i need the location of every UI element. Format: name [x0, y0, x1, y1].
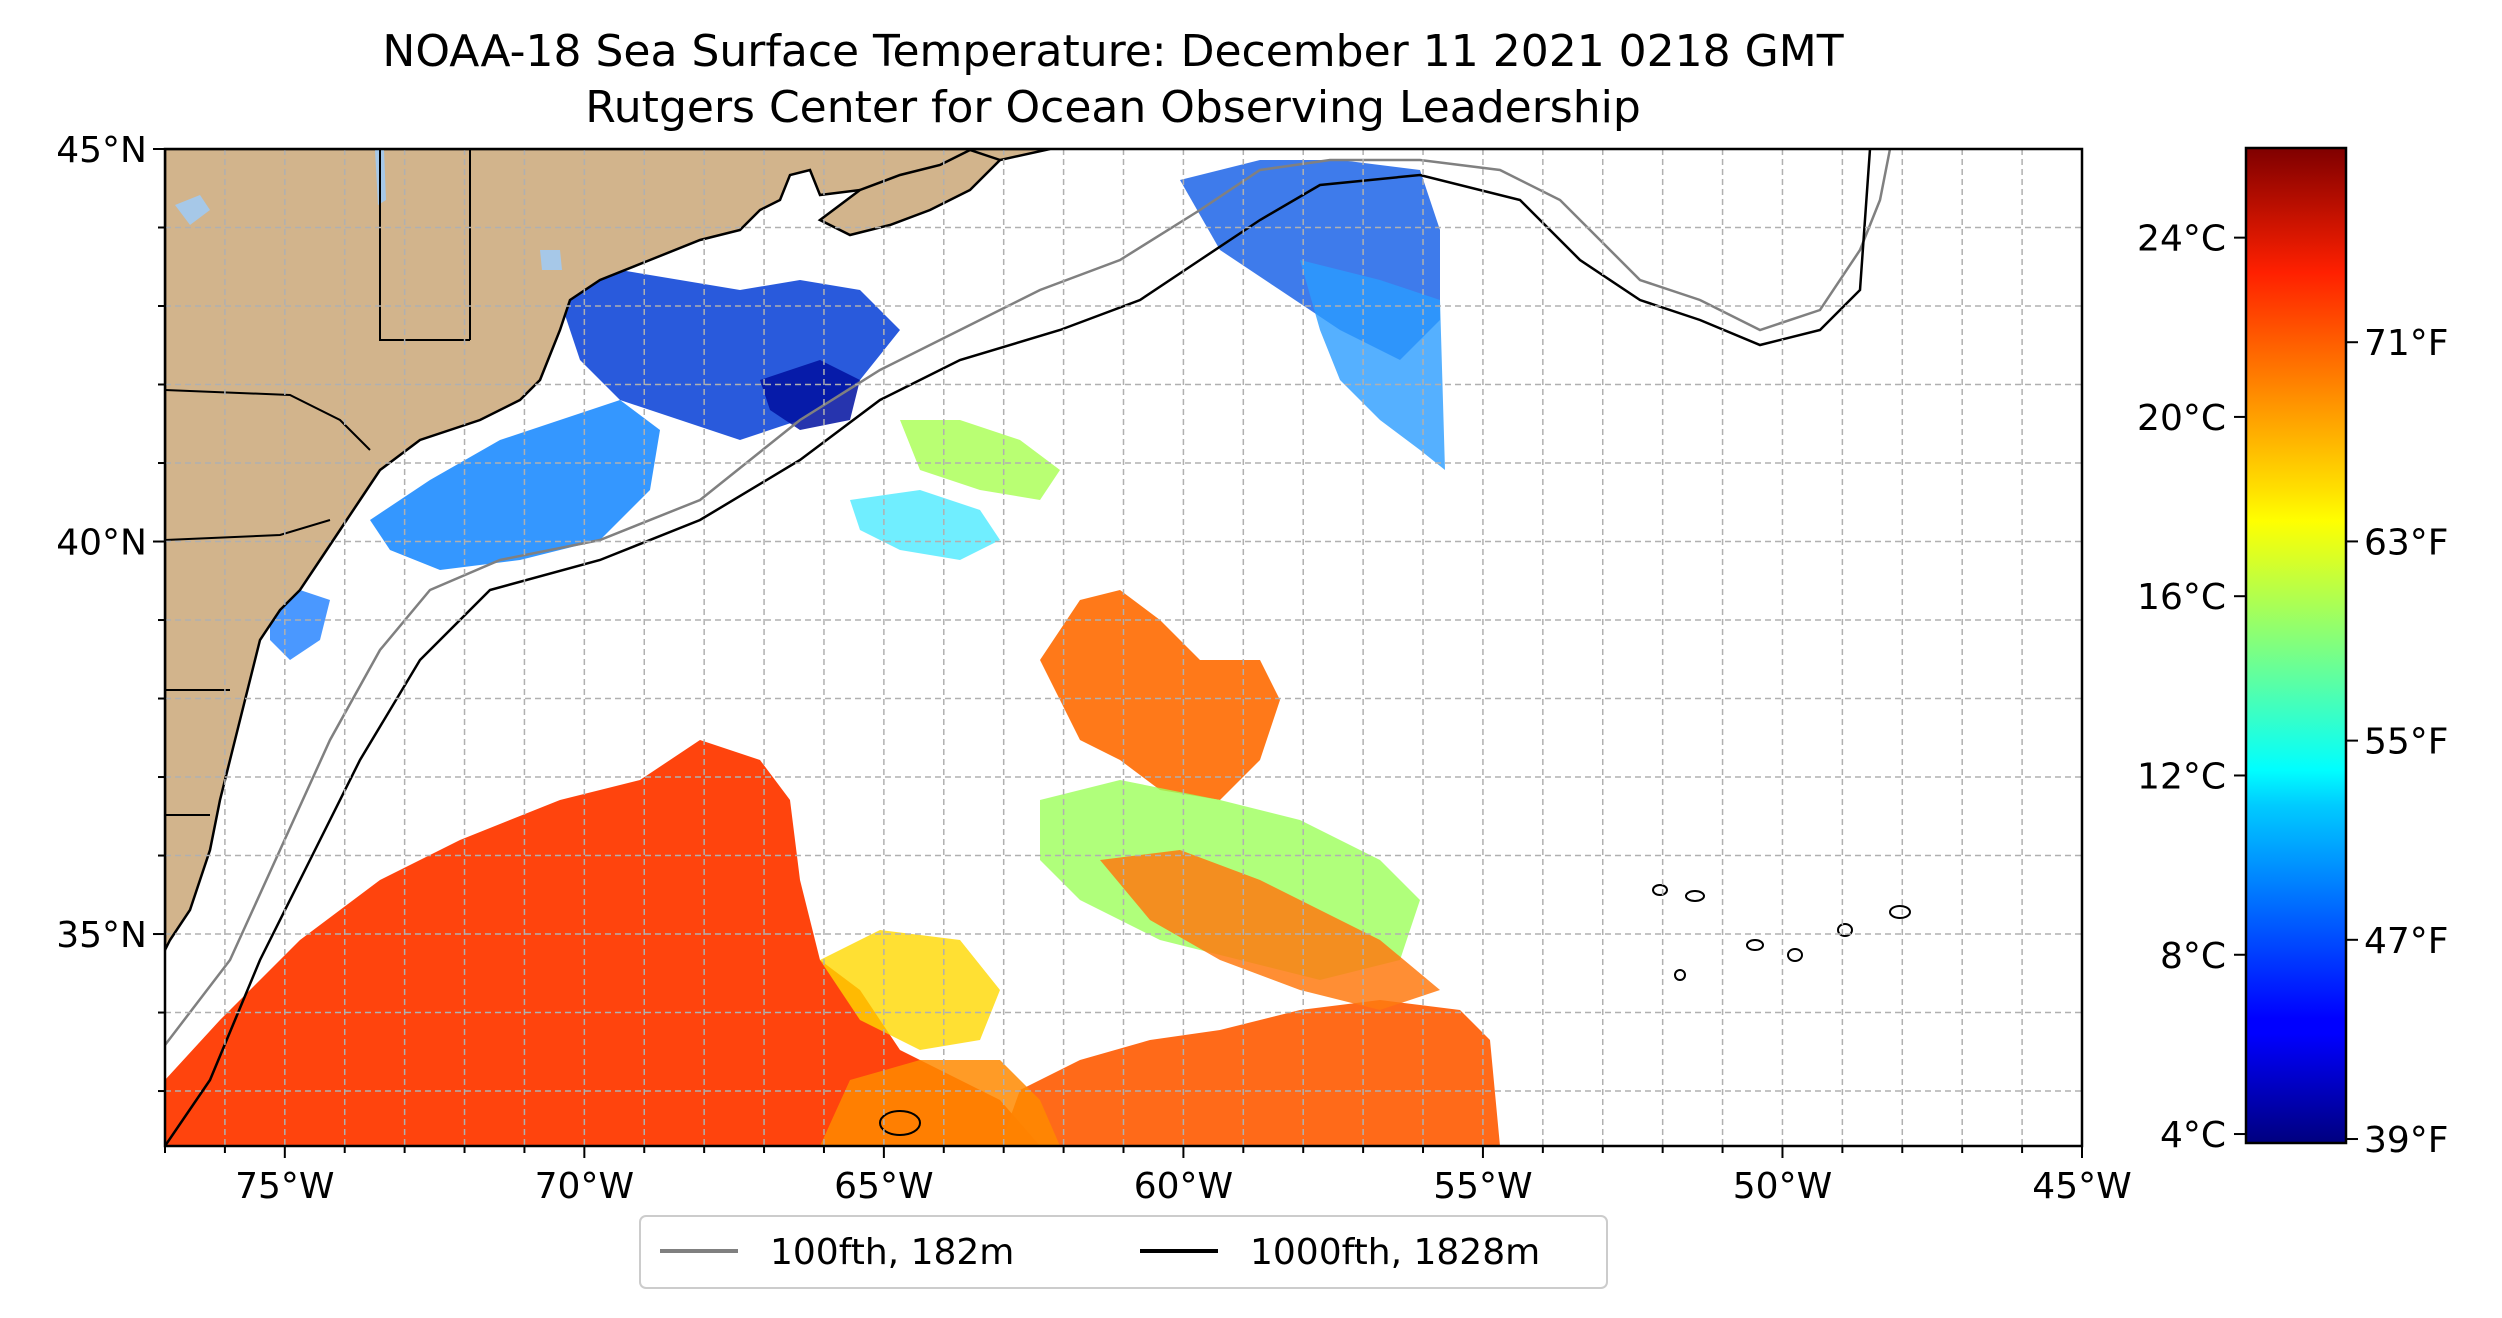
seamount-2	[1685, 890, 1705, 902]
lon-tick-label: 60°W	[1134, 1166, 1233, 1207]
sst-yellow-patch	[820, 930, 1000, 1050]
legend-label-100fth: 100fth, 182m	[770, 1232, 1014, 1273]
colorbar-fahrenheit-label: 55°F	[2364, 722, 2449, 763]
figure-title-line2: Rutgers Center for Ocean Observing Leade…	[585, 82, 1641, 133]
colorbar-celsius-label: 24°C	[2137, 219, 2226, 260]
colorbar-fahrenheit-label: 71°F	[2364, 323, 2449, 364]
lon-tick-label: 55°W	[1433, 1166, 1532, 1207]
colorbar-fahrenheit-label: 63°F	[2364, 522, 2449, 563]
sst-mid-patch	[1040, 590, 1280, 800]
sst-cold-shelf	[370, 400, 660, 570]
seamount-8	[879, 1110, 921, 1136]
colorbar-gradient	[2244, 146, 2348, 1145]
gridlines	[165, 149, 2082, 1146]
colorbar-celsius-label: 20°C	[2137, 398, 2226, 439]
state-borders	[165, 149, 471, 816]
legend-label-1000fth: 1000fth, 1828m	[1250, 1232, 1540, 1273]
sst-warm-east	[1000, 1000, 1500, 1146]
figure-title-line1: NOAA-18 Sea Surface Temperature: Decembe…	[382, 26, 1843, 77]
seamount-7	[1674, 969, 1686, 981]
colorbar-celsius-label: 12°C	[2137, 756, 2226, 797]
map-panel	[165, 149, 2082, 1146]
lat-tick-label: 40°N	[56, 523, 147, 564]
lat-tick-label: 35°N	[56, 915, 147, 956]
lon-axis: 75°W 70°W 65°W 60°W 55°W 50°W 45°W	[164, 1146, 2132, 1207]
seamount-3	[1746, 939, 1764, 951]
lon-tick-label: 75°W	[235, 1166, 334, 1207]
lon-tick-label: 70°W	[535, 1166, 634, 1207]
lat-axis: 45°N 40°N 35°N	[56, 130, 165, 1093]
lat-tick-label: 45°N	[56, 130, 147, 171]
sst-dark-blue-banks	[760, 360, 860, 430]
sst-swaths	[165, 160, 1500, 1146]
colorbar-celsius-label: 16°C	[2137, 577, 2226, 618]
lon-tick-label: 65°W	[834, 1166, 933, 1207]
colorbar-celsius-label: 8°C	[2160, 936, 2226, 977]
sst-cyan-patch	[850, 490, 1000, 560]
seamount-6	[1889, 905, 1911, 919]
sst-warm-region	[165, 740, 1040, 1146]
lake-3	[540, 250, 562, 270]
colorbar-fahrenheit-label: 47°F	[2364, 921, 2449, 962]
border-4	[165, 519, 331, 541]
seamounts	[879, 884, 1911, 1136]
border-1	[379, 149, 470, 341]
seamount-5	[1837, 923, 1853, 937]
seamount-1	[1652, 884, 1668, 896]
legend-box	[639, 1215, 1608, 1289]
border-3	[165, 389, 371, 451]
lon-tick-label: 50°W	[1733, 1166, 1832, 1207]
colorbar-celsius-ticks: 24°C 20°C 16°C 12°C 8°C 4°C	[2137, 219, 2246, 1156]
land-nova-scotia	[817, 149, 1003, 237]
sst-mid-orange-patch	[1100, 850, 1440, 1010]
colorbar-celsius-label: 4°C	[2160, 1115, 2226, 1156]
isobath-1000fth	[165, 149, 1872, 1146]
lon-tick-label: 45°W	[2032, 1166, 2131, 1207]
sst-cold-scotian-shelf	[1300, 260, 1445, 470]
lake-1	[175, 195, 210, 225]
land	[165, 149, 1051, 951]
land-us-coast	[165, 149, 1051, 951]
seamount-4	[1787, 948, 1803, 962]
sst-green-strip	[900, 420, 1060, 500]
colorbar-fahrenheit-label: 39°F	[2364, 1120, 2449, 1161]
colorbar: 24°C 20°C 16°C 12°C 8°C 4°C 71°F 63°F 55°F 47°F 3…	[2137, 146, 2449, 1161]
isobath-legend: 100fth, 182m 1000fth, 1828m	[639, 1215, 1608, 1289]
colorbar-fahrenheit-ticks: 71°F 63°F 55°F 47°F 39°F	[2346, 323, 2449, 1161]
